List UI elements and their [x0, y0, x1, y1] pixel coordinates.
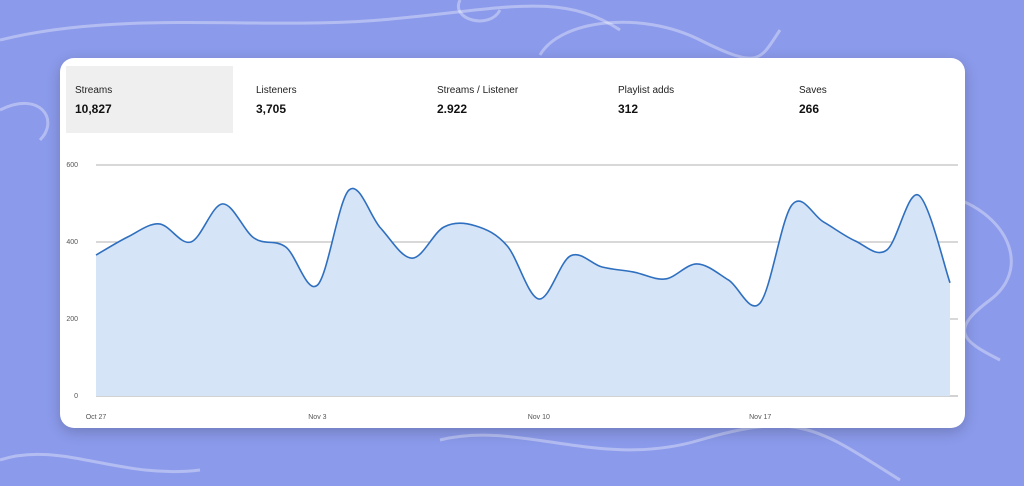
y-tick-label: 0 — [74, 393, 78, 400]
x-tick-label: Nov 17 — [749, 414, 771, 421]
stat-value: 2.922 — [437, 102, 468, 116]
stat-tab[interactable]: Streams 10,827 — [66, 66, 233, 133]
stat-value: 3,705 — [256, 102, 287, 116]
y-tick-label: 400 — [66, 239, 78, 246]
stat-value: 10,827 — [75, 102, 112, 116]
x-tick-label: Oct 27 — [86, 414, 107, 421]
stat-value: 266 — [799, 102, 820, 116]
stat-label: Streams — [75, 85, 113, 96]
area — [96, 188, 950, 396]
stat-tab[interactable]: Playlist adds 312 — [609, 66, 776, 133]
line — [95, 187, 951, 307]
x-tick-label: Nov 3 — [308, 414, 326, 421]
y-tick-label: 600 — [66, 162, 78, 169]
stat-label: Saves — [799, 85, 827, 96]
stat-tabs: Streams 10,827 Listeners 3,705 Streams / Lis… — [66, 66, 971, 133]
stat-label: Streams / Listener — [437, 85, 519, 96]
y-tick-label: 200 — [66, 316, 78, 323]
stat-label: Playlist adds — [618, 85, 675, 96]
x-tick-label: Nov 10 — [528, 414, 550, 421]
stat-tab[interactable]: Streams / Listener 2.922 — [428, 66, 595, 133]
chart: 0 200 400 600 Oct 27 Nov 3 Nov 10 Nov 17 — [66, 162, 958, 421]
stat-tab[interactable]: Listeners 3,705 — [247, 66, 414, 133]
card: Streams 10,827 Listeners 3,705 Streams / Lis… — [60, 58, 965, 428]
stat-tab[interactable]: Saves 266 — [790, 66, 957, 133]
stat-label: Listeners — [256, 85, 297, 96]
stat-value: 312 — [618, 102, 639, 116]
